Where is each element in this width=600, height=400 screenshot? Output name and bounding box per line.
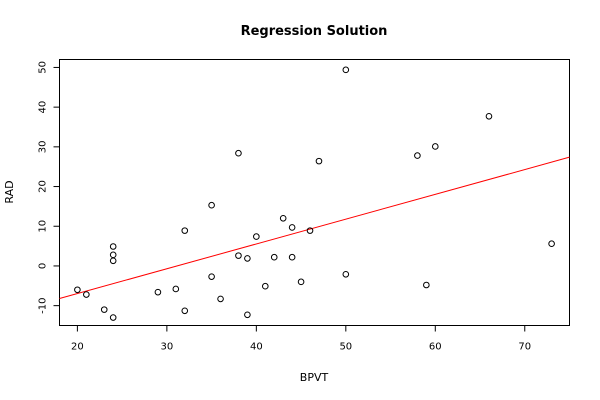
- data-point: [342, 66, 350, 74]
- data-point: [306, 227, 314, 234]
- x-tick-label: 40: [250, 342, 263, 353]
- x-tick-label: 70: [518, 342, 531, 353]
- data-point: [74, 286, 81, 294]
- x-axis: 20 30 40 50 60 70: [71, 325, 531, 353]
- data-point: [109, 251, 117, 259]
- data-point: [485, 112, 493, 120]
- data-point: [109, 314, 117, 321]
- chart-title: Regression Solution: [241, 24, 388, 39]
- data-point: [181, 307, 189, 315]
- data-point: [423, 281, 430, 289]
- x-tick-label: 50: [339, 342, 352, 353]
- data-point: [270, 253, 278, 261]
- data-point: [235, 252, 242, 259]
- x-tick-label: 20: [71, 342, 84, 353]
- data-point: [244, 311, 251, 319]
- regression-line-layer: [59, 156, 570, 299]
- data-point: [235, 149, 242, 157]
- data-point: [172, 285, 180, 293]
- data-point: [342, 270, 350, 278]
- data-point: [431, 143, 439, 150]
- data-point: [109, 257, 117, 265]
- data-point: [548, 240, 555, 248]
- data-point: [297, 278, 305, 286]
- data-point: [208, 201, 215, 209]
- regression-line: [59, 156, 570, 299]
- data-point: [261, 282, 269, 290]
- x-tick-label: 60: [429, 342, 442, 353]
- y-axis: -10 0 10 20 30 40 50: [38, 61, 60, 314]
- y-axis-label: RAD: [3, 180, 16, 203]
- data-point: [279, 215, 287, 222]
- data-point: [181, 227, 189, 234]
- y-tick-label: 40: [38, 101, 49, 114]
- data-point: [414, 152, 421, 159]
- x-axis-label: BPVT: [300, 371, 329, 384]
- plot-frame: [59, 59, 570, 326]
- data-point: [288, 253, 296, 261]
- data-point: [217, 295, 224, 303]
- data-point: [253, 233, 260, 240]
- data-point: [288, 224, 296, 231]
- y-tick-label: 20: [38, 180, 49, 193]
- x-tick-label: 30: [161, 342, 174, 353]
- y-tick-label: -10: [38, 297, 49, 313]
- data-point: [208, 273, 215, 280]
- y-tick-label: 50: [38, 61, 49, 74]
- scatter-points: [74, 66, 555, 321]
- data-point: [315, 157, 323, 165]
- data-point: [100, 306, 108, 313]
- y-tick-label: 10: [38, 220, 49, 233]
- data-point: [83, 291, 90, 298]
- data-point: [154, 288, 162, 296]
- y-tick-label: 0: [38, 263, 49, 269]
- data-point: [109, 243, 117, 250]
- data-point: [244, 255, 251, 262]
- y-tick-label: 30: [38, 140, 49, 153]
